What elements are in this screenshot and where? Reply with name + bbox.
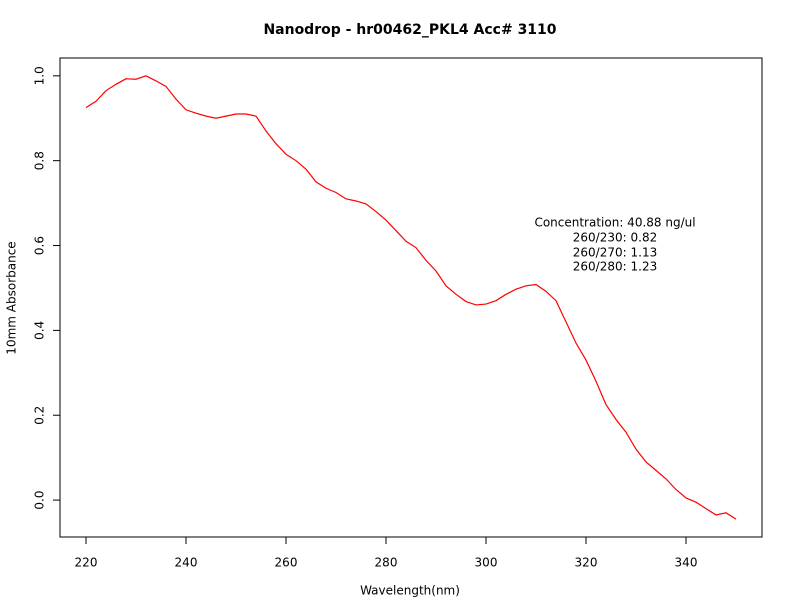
annotation: 260/280: 1.23 bbox=[573, 260, 657, 274]
x-tick-label: 300 bbox=[475, 556, 498, 570]
annotation: Concentration: 40.88 ng/ul bbox=[534, 216, 695, 230]
y-tick-label: 0.6 bbox=[33, 236, 47, 255]
y-tick-label: 0.2 bbox=[33, 406, 47, 425]
y-tick-label: 0.4 bbox=[33, 321, 47, 340]
plot-box bbox=[59, 57, 763, 538]
x-tick-label: 280 bbox=[375, 556, 398, 570]
x-tick-label: 220 bbox=[75, 556, 98, 570]
y-tick-label: 0.8 bbox=[33, 151, 47, 170]
x-tick-label: 320 bbox=[575, 556, 598, 570]
annotation: 260/230: 0.82 bbox=[573, 231, 657, 245]
data-line bbox=[85, 75, 737, 520]
annotation: 260/270: 1.13 bbox=[573, 246, 657, 260]
y-tick-label: 0.0 bbox=[33, 491, 47, 510]
x-axis-label: Wavelength(nm) bbox=[360, 584, 460, 598]
x-tick-label: 260 bbox=[275, 556, 298, 570]
y-tick-label: 1.0 bbox=[33, 66, 47, 85]
chart-title: Nanodrop - hr00462_PKL4 Acc# 3110 bbox=[263, 22, 556, 38]
x-tick-label: 240 bbox=[175, 556, 198, 570]
x-tick-label: 340 bbox=[675, 556, 698, 570]
y-axis-label: 10mm Absorbance bbox=[5, 241, 19, 354]
